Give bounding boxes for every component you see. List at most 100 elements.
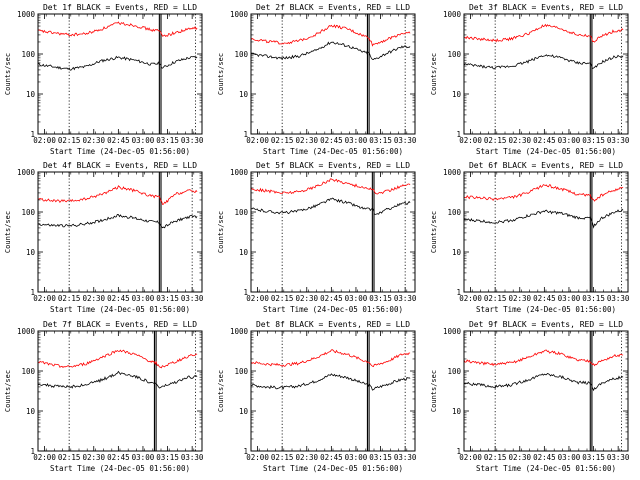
x-tick-label: 03:15 bbox=[582, 136, 605, 145]
x-tick-label: 02:30 bbox=[82, 453, 105, 462]
y-axis-label: Counts/sec bbox=[4, 370, 12, 412]
y-tick-label: 1000 bbox=[443, 168, 462, 177]
x-tick-label: 03:15 bbox=[156, 453, 179, 462]
x-axis-label: Start Time (24-Dec-05 01:56:00) bbox=[50, 305, 190, 314]
y-tick-label: 1 bbox=[30, 130, 35, 139]
y-tick-label: 1000 bbox=[443, 10, 462, 19]
plot-frame bbox=[37, 171, 203, 293]
panel-title: Det 8f BLACK = Events, RED = LLD bbox=[256, 320, 410, 329]
y-tick-label: 1000 bbox=[230, 168, 249, 177]
events-series-line bbox=[250, 373, 411, 391]
events-series-line bbox=[463, 208, 624, 229]
lld-series-line bbox=[37, 21, 198, 37]
y-tick-label: 100 bbox=[447, 50, 461, 59]
y-tick-label: 10 bbox=[26, 248, 36, 257]
panel-det-4: Det 4f BLACK = Events, RED = LLD Counts/s… bbox=[4, 161, 204, 314]
y-tick-label: 1000 bbox=[230, 10, 249, 19]
y-tick-label: 100 bbox=[21, 208, 35, 217]
x-tick-label: 03:30 bbox=[181, 453, 204, 462]
x-tick-label: 03:15 bbox=[582, 294, 605, 303]
lld-series-line bbox=[37, 349, 198, 369]
x-tick-label: 02:45 bbox=[533, 453, 556, 462]
x-tick-label: 02:45 bbox=[533, 294, 556, 303]
events-series-line bbox=[37, 213, 198, 229]
y-tick-label: 10 bbox=[239, 90, 249, 99]
x-tick-label: 02:15 bbox=[58, 453, 81, 462]
x-tick-label: 02:15 bbox=[271, 136, 294, 145]
events-series-line bbox=[250, 197, 411, 215]
y-tick-label: 1000 bbox=[17, 327, 36, 336]
x-tick-label: 02:00 bbox=[459, 294, 482, 303]
x-tick-label: 02:00 bbox=[246, 294, 269, 303]
y-axis-label: Counts/sec bbox=[217, 370, 225, 412]
x-tick-label: 02:45 bbox=[107, 136, 130, 145]
y-axis-label: Counts/sec bbox=[430, 211, 438, 253]
x-tick-label: 03:00 bbox=[345, 453, 368, 462]
y-axis-label: Counts/sec bbox=[217, 53, 225, 95]
y-tick-label: 1000 bbox=[17, 168, 36, 177]
events-series-line bbox=[37, 55, 198, 71]
x-tick-label: 03:00 bbox=[558, 453, 581, 462]
x-tick-label: 02:00 bbox=[246, 453, 269, 462]
x-axis-label: Start Time (24-Dec-05 01:56:00) bbox=[476, 464, 616, 473]
y-tick-label: 100 bbox=[234, 208, 248, 217]
y-tick-label: 10 bbox=[26, 90, 36, 99]
x-tick-label: 02:15 bbox=[271, 294, 294, 303]
panel-det-2: Det 2f BLACK = Events, RED = LLD Counts/s… bbox=[217, 3, 417, 156]
panel-title: Det 1f BLACK = Events, RED = LLD bbox=[43, 3, 197, 12]
x-tick-label: 02:30 bbox=[508, 453, 531, 462]
x-tick-label: 03:00 bbox=[558, 136, 581, 145]
y-tick-label: 1 bbox=[243, 288, 248, 297]
x-tick-label: 03:30 bbox=[607, 294, 630, 303]
x-tick-label: 02:30 bbox=[82, 136, 105, 145]
x-tick-label: 03:15 bbox=[582, 453, 605, 462]
x-tick-label: 03:00 bbox=[345, 294, 368, 303]
x-tick-label: 02:00 bbox=[459, 136, 482, 145]
x-tick-label: 02:30 bbox=[295, 136, 318, 145]
panel-det-9: Det 9f BLACK = Events, RED = LLD Counts/s… bbox=[430, 320, 630, 473]
events-series-line bbox=[463, 373, 624, 392]
x-tick-label: 02:00 bbox=[33, 294, 56, 303]
x-tick-label: 02:45 bbox=[320, 453, 343, 462]
x-tick-label: 02:00 bbox=[33, 453, 56, 462]
panel-title: Det 9f BLACK = Events, RED = LLD bbox=[469, 320, 623, 329]
y-tick-label: 10 bbox=[239, 407, 249, 416]
x-tick-label: 03:30 bbox=[181, 136, 204, 145]
y-axis-label: Counts/sec bbox=[4, 211, 12, 253]
x-axis-label: Start Time (24-Dec-05 01:56:00) bbox=[476, 305, 616, 314]
x-tick-label: 03:15 bbox=[369, 453, 392, 462]
x-tick-label: 03:00 bbox=[132, 136, 155, 145]
y-axis-label: Counts/sec bbox=[4, 53, 12, 95]
y-axis-label: Counts/sec bbox=[430, 370, 438, 412]
x-tick-label: 03:15 bbox=[156, 136, 179, 145]
y-tick-label: 1 bbox=[30, 288, 35, 297]
x-tick-label: 02:00 bbox=[33, 136, 56, 145]
x-tick-label: 02:15 bbox=[484, 136, 507, 145]
y-tick-label: 100 bbox=[234, 50, 248, 59]
panel-title: Det 5f BLACK = Events, RED = LLD bbox=[256, 161, 410, 170]
x-tick-label: 03:30 bbox=[394, 294, 417, 303]
x-tick-label: 02:45 bbox=[533, 136, 556, 145]
x-axis-label: Start Time (24-Dec-05 01:56:00) bbox=[50, 147, 190, 156]
x-tick-label: 02:00 bbox=[246, 136, 269, 145]
panel-det-3: Det 3f BLACK = Events, RED = LLD Counts/s… bbox=[430, 3, 630, 156]
x-tick-label: 03:30 bbox=[394, 136, 417, 145]
y-tick-label: 10 bbox=[452, 248, 462, 257]
x-tick-label: 02:45 bbox=[320, 294, 343, 303]
x-tick-label: 02:00 bbox=[459, 453, 482, 462]
panel-det-7: Det 7f BLACK = Events, RED = LLD Counts/s… bbox=[4, 320, 204, 473]
x-tick-label: 03:30 bbox=[607, 136, 630, 145]
panel-title: Det 6f BLACK = Events, RED = LLD bbox=[469, 161, 623, 170]
x-axis-label: Start Time (24-Dec-05 01:56:00) bbox=[263, 305, 403, 314]
lld-series-line bbox=[37, 185, 198, 206]
lld-series-line bbox=[463, 23, 624, 43]
events-series-line bbox=[250, 41, 411, 61]
x-tick-label: 03:15 bbox=[369, 136, 392, 145]
panel-det-8: Det 8f BLACK = Events, RED = LLD Counts/s… bbox=[217, 320, 417, 473]
y-tick-label: 1 bbox=[456, 130, 461, 139]
x-tick-label: 03:15 bbox=[156, 294, 179, 303]
lld-series-line bbox=[250, 24, 411, 47]
x-tick-label: 02:30 bbox=[508, 294, 531, 303]
lld-series-line bbox=[463, 349, 624, 367]
x-tick-label: 02:45 bbox=[320, 136, 343, 145]
